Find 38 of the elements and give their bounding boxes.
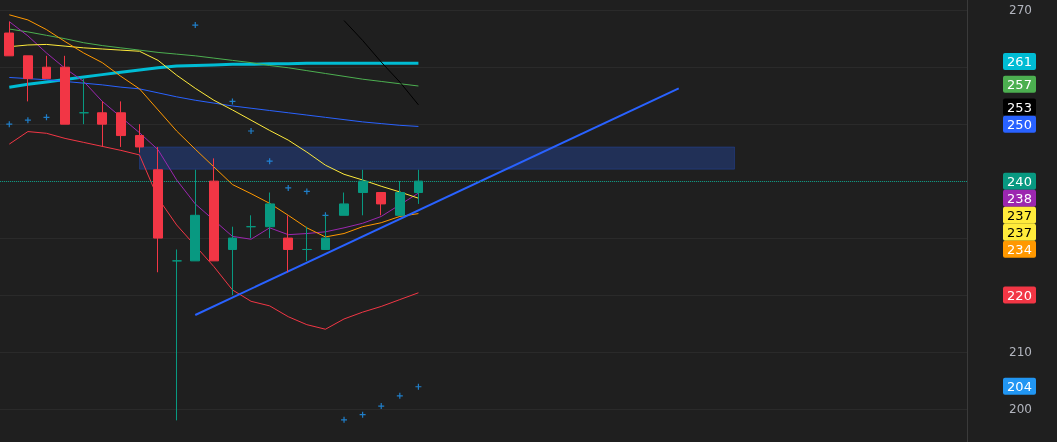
candlestick: [283, 214, 293, 273]
y-tick-label: 200: [1009, 401, 1032, 416]
text: 240: [1007, 173, 1032, 189]
candlestick: [265, 192, 275, 239]
y-tick-label: 270: [1009, 3, 1032, 18]
text: 204: [1007, 378, 1032, 394]
y-tick-label: 210: [1009, 345, 1032, 360]
line-series: [8, 76, 419, 127]
candlestick: [153, 146, 163, 273]
candlestick: [42, 55, 51, 80]
candlestick: [209, 157, 219, 262]
candlestick: [23, 55, 33, 102]
line-series: [343, 20, 419, 106]
candlestick: [302, 226, 312, 262]
point: [341, 416, 348, 423]
line-series: [7, 61, 420, 89]
point: [248, 128, 255, 135]
text: 237: [1007, 224, 1032, 240]
text: 220: [1007, 287, 1032, 303]
candlestick: [172, 248, 182, 421]
candlestick: [339, 192, 349, 216]
text: 261: [1007, 54, 1032, 70]
text: 250: [1007, 116, 1032, 132]
line-series: [8, 28, 419, 87]
candlestick: [60, 55, 70, 125]
point: [192, 22, 199, 29]
candlestick: [246, 214, 256, 239]
text: 237: [1007, 207, 1032, 223]
candlestick: [116, 100, 126, 148]
candlestick: [79, 78, 89, 125]
text: 234: [1007, 241, 1032, 257]
text: 253: [1007, 99, 1032, 115]
point: [285, 184, 292, 191]
text: 238: [1007, 190, 1032, 206]
candlestick: [228, 226, 237, 296]
text: 257: [1007, 76, 1032, 92]
candlestick: [4, 21, 14, 57]
candlestick: [376, 192, 386, 216]
